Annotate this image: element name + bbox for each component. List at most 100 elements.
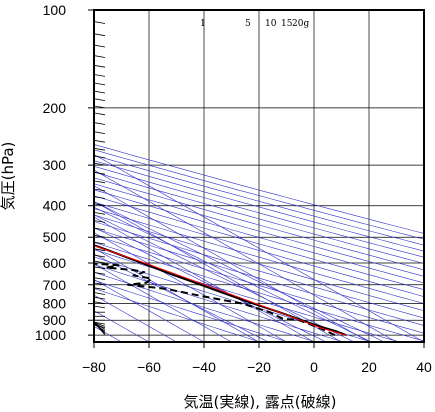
wind-barb bbox=[94, 220, 106, 223]
dry-adiabat-line bbox=[94, 171, 424, 264]
wind-barb-flag bbox=[88, 322, 93, 326]
wind-barb bbox=[88, 122, 106, 127]
dry-adiabat-line bbox=[94, 208, 424, 304]
wind-barb bbox=[94, 234, 106, 238]
dry-adiabat-line bbox=[94, 214, 424, 312]
dry-adiabat-line bbox=[94, 249, 400, 342]
x-tick-label: 40 bbox=[416, 359, 432, 375]
wind-barb bbox=[94, 260, 106, 264]
wind-barb-flag bbox=[88, 180, 91, 185]
wind-barb-staff bbox=[94, 155, 106, 159]
wind-barb-staff bbox=[94, 254, 106, 258]
wind-barb-flag bbox=[89, 320, 91, 326]
wind-barb-staff bbox=[94, 98, 106, 101]
wind-barb-flag bbox=[89, 312, 91, 318]
wind-barb-staff bbox=[94, 21, 106, 24]
x-tick-label: −20 bbox=[247, 359, 271, 375]
wind-barb-staff bbox=[94, 234, 106, 238]
y-tick-label: 600 bbox=[43, 255, 67, 271]
wind-barb-staff bbox=[94, 296, 106, 300]
wind-barb-staff bbox=[94, 292, 106, 295]
wind-barb-flag bbox=[88, 266, 91, 271]
mixing-ratio-label: 5 bbox=[245, 19, 251, 29]
wind-barb bbox=[89, 311, 105, 318]
wind-barb-staff bbox=[94, 64, 106, 68]
wind-barb-flag bbox=[88, 306, 91, 311]
wind-barb-flag bbox=[88, 21, 91, 26]
mixing-ratio-line bbox=[94, 201, 385, 342]
wind-barb-staff bbox=[94, 266, 106, 270]
wind-barb-flag bbox=[88, 65, 91, 70]
wind-barb-flag bbox=[88, 140, 91, 145]
wind-barb bbox=[94, 227, 106, 231]
wind-barb-staff bbox=[94, 282, 106, 286]
wind-barb bbox=[88, 55, 106, 60]
wind-barb bbox=[94, 282, 106, 286]
wind-barb-flag bbox=[88, 292, 91, 297]
dry-adiabat-line bbox=[94, 279, 288, 342]
wind-barb-staff bbox=[94, 241, 106, 245]
wind-barb bbox=[88, 112, 106, 117]
y-tick-label: 800 bbox=[43, 296, 67, 312]
isotherm-line bbox=[94, 263, 232, 342]
y-tick-label: 700 bbox=[43, 277, 67, 293]
wind-barb bbox=[94, 254, 106, 258]
wind-barb bbox=[94, 321, 106, 325]
wind-barb bbox=[88, 180, 106, 185]
wind-barb-staff bbox=[94, 55, 106, 58]
wind-barb bbox=[88, 287, 106, 292]
wind-barb bbox=[94, 277, 106, 280]
wind-barb-staff bbox=[94, 162, 106, 166]
wind-barb-flag bbox=[88, 45, 91, 50]
wind-barb bbox=[88, 171, 106, 177]
wind-barb-staff bbox=[94, 112, 106, 116]
dry-adiabat-line bbox=[94, 271, 316, 342]
wind-barb-flag bbox=[88, 122, 91, 127]
x-tick-label: 20 bbox=[361, 359, 377, 375]
y-tick-label: 900 bbox=[43, 312, 67, 328]
mixing-ratio-label: 20g bbox=[292, 19, 309, 29]
x-tick-label: 0 bbox=[310, 359, 318, 375]
plot-area bbox=[88, 10, 424, 342]
wind-barb-staff bbox=[94, 260, 106, 264]
isotherm-line bbox=[94, 216, 315, 342]
dry-adiabat-line bbox=[94, 242, 424, 342]
dry-adiabat-line bbox=[94, 264, 344, 342]
wind-barb-flag bbox=[88, 248, 91, 253]
wind-barb-flag bbox=[88, 112, 91, 117]
wind-barb bbox=[94, 315, 105, 317]
dry-adiabat-line bbox=[94, 183, 424, 277]
x-axis-ticks: −80 −60 −40 −20 0 20 40 bbox=[82, 342, 432, 375]
wind-barb bbox=[94, 301, 106, 304]
dry-adiabat-line bbox=[94, 195, 424, 290]
wind-barb-flag bbox=[88, 324, 93, 328]
wind-barb bbox=[88, 44, 106, 50]
wind-barb-staff bbox=[94, 122, 106, 125]
wind-barb bbox=[94, 271, 106, 275]
wind-barb-staff bbox=[94, 171, 106, 175]
wind-barb bbox=[88, 248, 106, 253]
wind-barb bbox=[94, 211, 106, 215]
wind-barb-flag bbox=[88, 287, 91, 292]
wind-barb bbox=[94, 162, 106, 166]
y-axis-title: 気圧(hPa) bbox=[0, 142, 17, 211]
dry-adiabat-line bbox=[94, 234, 424, 334]
x-tick-label: −60 bbox=[137, 359, 161, 375]
wind-barb bbox=[94, 105, 106, 109]
wind-barb-flag bbox=[88, 172, 91, 177]
wind-barb-staff bbox=[94, 82, 106, 86]
wind-barb-staff bbox=[94, 105, 106, 109]
wind-barb-flag bbox=[88, 322, 92, 327]
wind-barb-staff bbox=[94, 321, 106, 325]
wind-barb bbox=[94, 82, 106, 86]
wind-barb-flag bbox=[88, 156, 91, 161]
dry-adiabat-line bbox=[94, 221, 424, 319]
wind-barb-flag bbox=[88, 55, 91, 60]
wind-barb-staff bbox=[94, 44, 106, 48]
wind-barb-staff bbox=[94, 287, 106, 291]
isotherm-line bbox=[94, 294, 177, 342]
mixing-ratio-line bbox=[94, 227, 327, 342]
dry-adiabat-line bbox=[94, 201, 424, 297]
wind-barb-staff bbox=[94, 33, 106, 37]
